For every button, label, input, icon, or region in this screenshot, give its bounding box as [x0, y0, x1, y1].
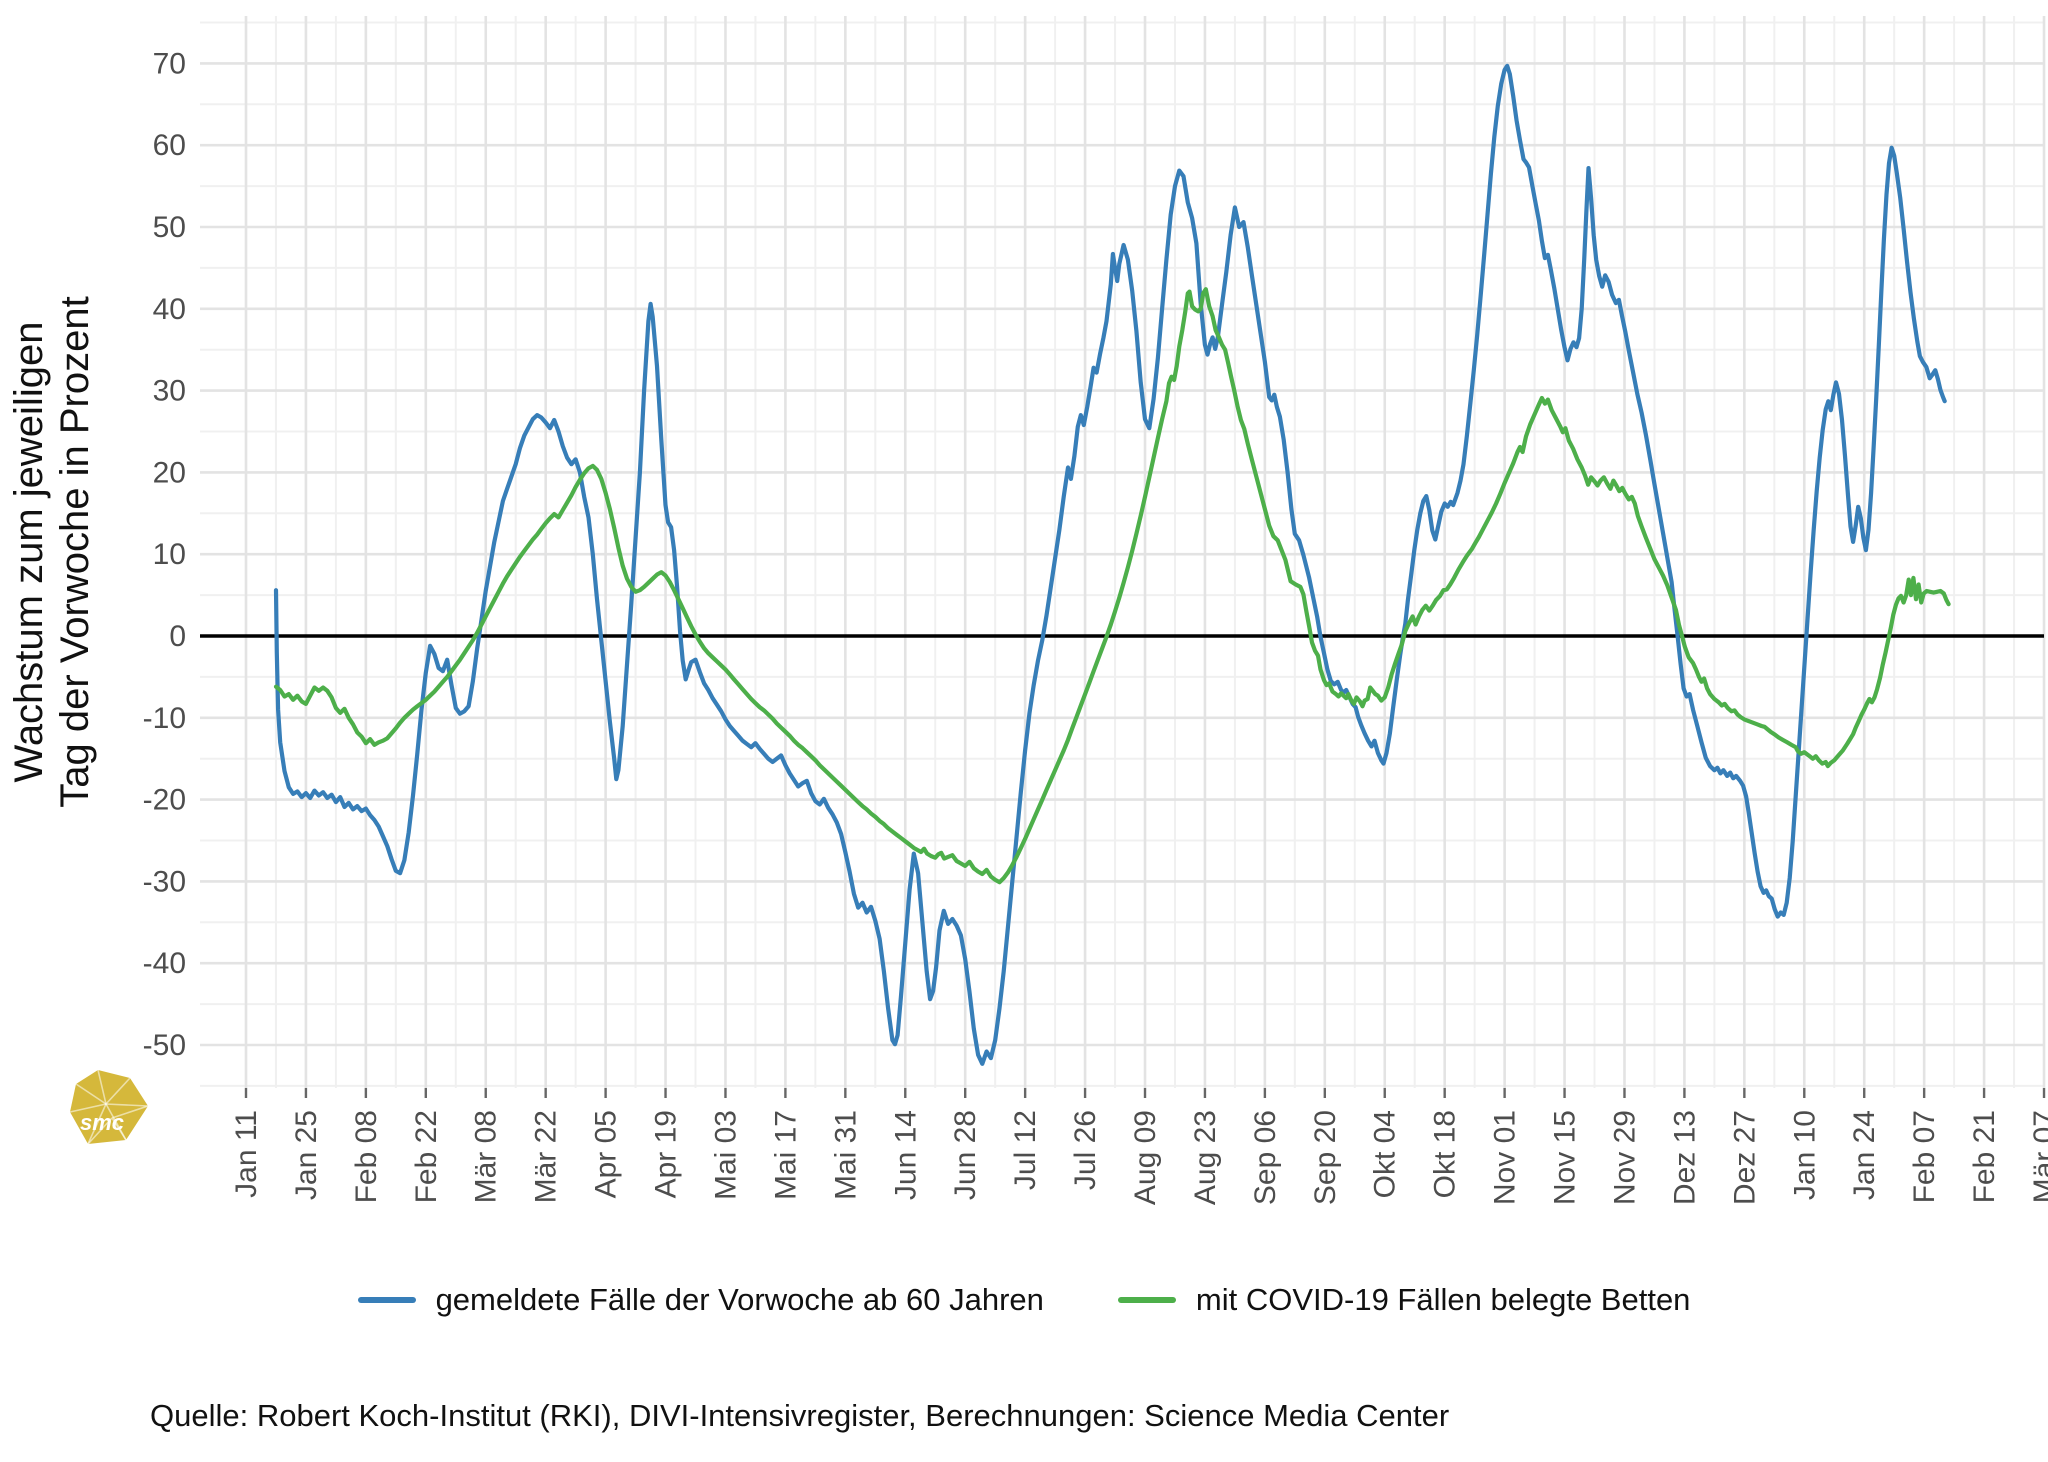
x-axis-tick-label: Dez 13 [1668, 1110, 1701, 1205]
y-axis-tick-label: 50 [153, 211, 186, 244]
x-axis-tick-label: Mär 22 [530, 1110, 563, 1203]
smc-logo-text: smc [80, 1110, 124, 1135]
x-axis-tick-label: Jan 24 [1848, 1110, 1881, 1200]
x-axis-tick-label: Okt 04 [1369, 1110, 1402, 1198]
x-axis-tick-label: Nov 29 [1608, 1110, 1641, 1205]
x-axis-tick-label: Mai 03 [709, 1110, 742, 1200]
x-axis-tick-label: Okt 18 [1429, 1110, 1462, 1198]
x-axis-tick-label: Dez 27 [1728, 1110, 1761, 1205]
x-axis-tick-label: Feb 07 [1908, 1110, 1941, 1203]
x-axis-tick-label: Sep 20 [1309, 1110, 1342, 1205]
legend-item-cases: gemeldete Fälle der Vorwoche ab 60 Jahre… [357, 1282, 1044, 1318]
y-axis-tick-label: 0 [169, 620, 186, 653]
y-axis-tick-label: 60 [153, 129, 186, 162]
source-attribution: Quelle: Robert Koch-Institut (RKI), DIVI… [150, 1398, 1450, 1433]
y-axis-tick-label: 10 [153, 538, 186, 571]
y-axis-tick-label: -10 [143, 702, 186, 735]
x-axis-tick-label: Mär 07 [2028, 1110, 2048, 1203]
x-axis-tick-label: Nov 01 [1489, 1110, 1522, 1205]
y-axis-tick-label: -50 [143, 1029, 186, 1062]
y-axis-title-line1: Wachstum zum jeweiligen [7, 322, 51, 783]
y-axis-tick-label: 20 [153, 456, 186, 489]
series-line-beds [273, 287, 1951, 885]
smc-logo-gem-icon [70, 1070, 148, 1144]
y-axis-tick-label: 30 [153, 375, 186, 408]
legend-label-beds: mit COVID-19 Fällen belegte Betten [1195, 1282, 1691, 1317]
y-axis-tick-label: 70 [153, 47, 186, 80]
x-axis-tick-label: Jun 28 [949, 1110, 982, 1200]
legend-item-beds: mit COVID-19 Fällen belegte Betten [1117, 1282, 1691, 1318]
x-axis-tick-label: Aug 23 [1189, 1110, 1222, 1205]
legend-swatch-cases-line [357, 1297, 416, 1303]
smc-logo-facets [69, 1069, 149, 1145]
chart-legend: gemeldete Fälle der Vorwoche ab 60 Jahre… [0, 1282, 2048, 1318]
legend-label-cases: gemeldete Fälle der Vorwoche ab 60 Jahre… [435, 1282, 1044, 1317]
series-line-cases [273, 63, 1947, 1066]
y-axis-tick-label: -20 [143, 784, 186, 817]
x-axis-tick-label: Sep 06 [1249, 1110, 1282, 1205]
legend-swatch-beds-line [1117, 1297, 1176, 1303]
y-axis-tick-label: -30 [143, 865, 186, 898]
x-axis-tick-label: Apr 19 [650, 1110, 683, 1198]
x-axis-tick-label: Feb 08 [350, 1110, 383, 1203]
x-axis-tick-label: Mai 31 [829, 1110, 862, 1200]
x-axis-tick-label: Mär 08 [470, 1110, 503, 1203]
x-axis-tick-label: Jun 14 [889, 1110, 922, 1200]
x-axis-tick-label: Feb 22 [410, 1110, 443, 1203]
y-axis-tick-label: -40 [143, 947, 186, 980]
x-axis-tick-label: Jan 10 [1788, 1110, 1821, 1200]
smc-logo: smc [69, 1069, 149, 1145]
y-axis-title-line2: Tag der Vorwoche in Prozent [53, 296, 97, 807]
x-axis-tick-label: Jul 12 [1009, 1110, 1042, 1190]
plot-panel [200, 16, 2044, 1088]
x-axis-tick-label: Nov 15 [1549, 1110, 1582, 1205]
x-axis-tick-label: Jul 26 [1069, 1110, 1102, 1190]
x-axis-tick-label: Jan 11 [230, 1110, 263, 1198]
x-axis-tick-label: Aug 09 [1129, 1110, 1162, 1205]
x-axis-tick-label: Mai 17 [769, 1110, 802, 1200]
x-axis-tick-label: Apr 05 [590, 1110, 623, 1198]
x-axis-tick-label: Feb 21 [1968, 1110, 2001, 1203]
x-axis-tick-label: Jan 25 [290, 1110, 323, 1200]
y-axis-tick-label: 40 [153, 293, 186, 326]
